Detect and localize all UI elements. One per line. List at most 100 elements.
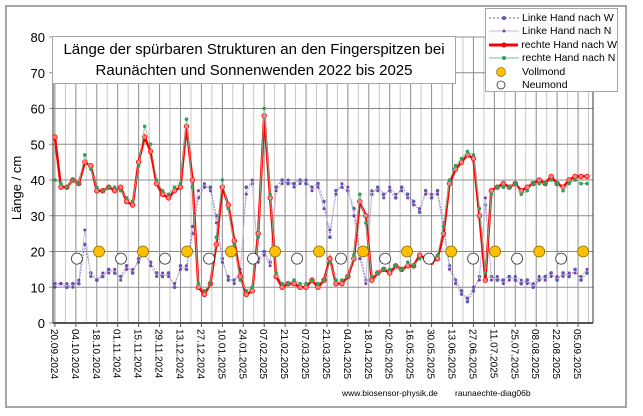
data-point-series-1	[459, 292, 463, 296]
x-tick-label: 13.06.2025	[446, 329, 457, 379]
data-point-series-2	[58, 184, 64, 190]
data-point-series-0	[579, 278, 583, 282]
data-point-series-3	[65, 185, 69, 189]
data-point-series-3	[411, 264, 416, 268]
full-moon-marker	[445, 245, 458, 258]
data-point-series-0	[435, 188, 440, 193]
data-point-series-3	[358, 192, 362, 197]
data-point-series-3	[441, 224, 446, 229]
data-point-series-0	[567, 274, 571, 279]
data-point-series-1	[477, 278, 481, 282]
data-point-series-1	[59, 282, 63, 286]
data-point-series-1	[53, 285, 57, 289]
data-point-series-3	[465, 149, 470, 154]
data-point-series-2	[165, 195, 172, 201]
data-point-series-1	[573, 271, 577, 275]
data-point-series-1	[316, 185, 320, 189]
data-point-series-0	[166, 271, 171, 275]
data-point-series-3	[118, 188, 123, 193]
x-tick-label: 24.01.2025	[236, 329, 247, 379]
data-point-series-3	[100, 188, 105, 193]
data-point-series-3	[262, 106, 266, 111]
data-point-series-1	[412, 203, 416, 207]
legend-label: Neumond	[522, 79, 568, 92]
new-moon-marker	[159, 252, 171, 265]
data-point-series-1	[304, 178, 308, 182]
title-line-2: Raunächten und Sonnenwenden 2022 bis 202…	[95, 62, 413, 79]
data-point-series-2	[123, 198, 130, 205]
y-tick-label: 0	[38, 316, 45, 331]
legend-swatch-rechte-n	[489, 56, 519, 61]
data-point-series-0	[387, 188, 392, 193]
x-tick-label: 21.03.2025	[320, 329, 331, 379]
data-point-series-1	[388, 185, 392, 189]
data-point-series-0	[106, 267, 111, 272]
data-point-series-0	[280, 178, 284, 182]
data-point-series-3	[328, 260, 332, 265]
data-point-series-3	[495, 185, 500, 189]
x-tick-label: 20.09.2024	[48, 329, 59, 379]
data-point-series-1	[190, 224, 194, 228]
data-point-series-1	[196, 189, 200, 193]
data-point-series-1	[214, 221, 218, 225]
data-point-series-2	[548, 173, 554, 180]
data-point-series-3	[214, 235, 219, 239]
legend-label: Vollmond	[522, 65, 566, 78]
data-point-series-3	[447, 178, 452, 182]
data-point-series-1	[483, 196, 487, 200]
data-point-series-2	[213, 241, 220, 248]
data-point-series-0	[136, 256, 141, 261]
x-tick-label: 18.10.2024	[90, 329, 101, 379]
x-tick-label: 11.07.2025	[487, 329, 498, 379]
full-moon-marker	[137, 245, 149, 258]
data-point-series-2	[476, 213, 483, 219]
data-point-series-0	[172, 285, 177, 290]
x-tick-label: 02.05.2025	[383, 329, 394, 379]
data-point-series-3	[172, 185, 177, 189]
data-point-series-1	[328, 228, 332, 232]
data-point-series-2	[279, 284, 285, 290]
data-point-series-1	[424, 192, 428, 196]
data-point-series-1	[202, 182, 206, 186]
data-point-series-3	[94, 185, 99, 189]
full-moon-marker	[313, 245, 325, 258]
data-point-series-2	[177, 184, 184, 190]
data-point-series-1	[430, 192, 434, 196]
data-point-series-1	[334, 192, 338, 196]
data-point-series-1	[101, 271, 105, 275]
data-point-series-0	[124, 264, 129, 268]
data-point-series-0	[184, 267, 189, 272]
data-point-series-1	[543, 278, 547, 282]
x-tick-label: 27.06.2025	[466, 329, 477, 379]
data-point-series-1	[71, 285, 75, 289]
data-point-series-3	[148, 142, 153, 147]
data-point-series-0	[375, 185, 380, 189]
data-point-series-0	[495, 278, 500, 282]
data-point-series-1	[220, 260, 224, 264]
data-point-series-2	[201, 291, 208, 298]
data-point-series-1	[310, 189, 314, 193]
data-point-series-2	[333, 280, 339, 287]
data-point-series-3	[226, 206, 231, 211]
data-point-series-3	[130, 199, 135, 204]
y-tick-label: 50	[31, 137, 45, 152]
data-point-series-3	[435, 253, 440, 257]
data-point-series-3	[567, 181, 571, 186]
full-moon-marker	[225, 245, 237, 258]
data-point-series-1	[119, 278, 123, 282]
data-point-series-2	[566, 177, 572, 183]
data-point-series-0	[274, 185, 278, 189]
data-point-series-1	[382, 196, 386, 200]
data-point-series-1	[471, 285, 475, 289]
x-tick-label: 30.05.2025	[425, 329, 436, 379]
data-point-series-1	[232, 282, 236, 286]
data-point-series-1	[262, 253, 266, 257]
data-point-series-3	[202, 289, 207, 293]
data-point-series-2	[327, 255, 333, 262]
data-point-series-1	[406, 196, 410, 200]
new-moon-marker	[379, 252, 392, 265]
x-tick-label: 25.07.2025	[508, 329, 519, 379]
data-point-series-3	[304, 281, 308, 286]
data-point-series-0	[154, 271, 159, 275]
data-point-series-1	[579, 275, 583, 279]
